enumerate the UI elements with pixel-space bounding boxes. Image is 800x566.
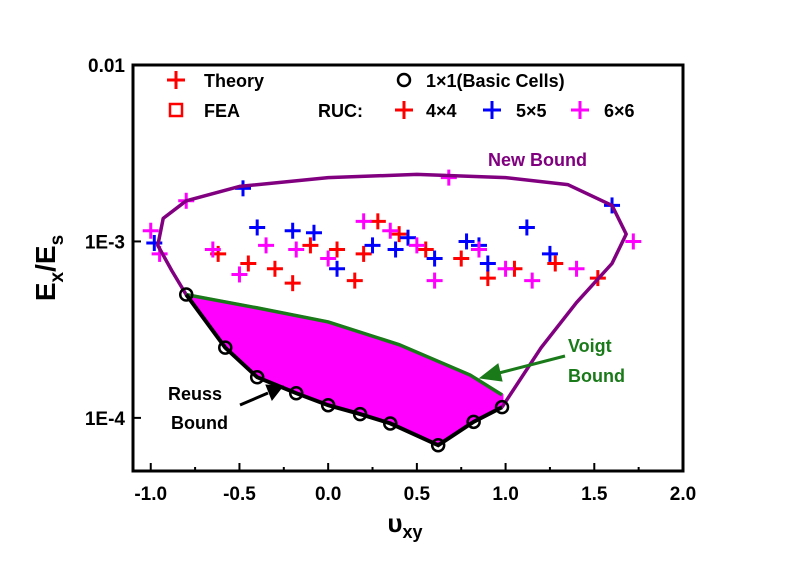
y-axis-label-sep: /E: [30, 245, 61, 271]
ruc-6x6-point-4: [258, 237, 275, 254]
ruc-5x5-point-4: [305, 224, 322, 241]
x-axis-label-sub: xy: [403, 522, 423, 542]
x-tick-label-0: -1.0: [134, 484, 167, 505]
ruc-6x6-point-3: [204, 241, 221, 258]
ruc-6x6-point-7: [355, 213, 372, 230]
new-bound-line: [156, 172, 628, 409]
ruc-5x5-point-3: [284, 222, 301, 239]
x-tick-label-4: 1.0: [492, 484, 518, 505]
legend-basic-marker: [396, 72, 412, 88]
legend-theory-label: Theory: [204, 71, 264, 91]
y-tick-label-1: 1E-3: [85, 232, 125, 253]
ruc-5x5-point-15: [479, 255, 496, 272]
ruc-4x4-point-14: [346, 272, 363, 289]
y-tick-label-0: 0.01: [88, 56, 125, 77]
ruc-6x6-point-6: [320, 250, 337, 267]
legend: Theory FEA 1×1(Basic Cells) RUC: 4×4 5×5…: [167, 71, 635, 121]
legend-ruc6-marker: [571, 101, 589, 119]
voigt-arrow: [478, 354, 566, 382]
y-axis-label-sub-s: s: [47, 235, 68, 246]
ruc-4x4-point-8: [417, 241, 434, 258]
plot-frame: [131, 63, 685, 473]
legend-ruc5-marker: [483, 101, 501, 119]
reuss-bound-line: [184, 293, 503, 448]
x-tick-label-1: -0.5: [223, 484, 256, 505]
ruc-6x6-point-16: [231, 266, 248, 283]
basic-cell-point-1: [218, 340, 233, 355]
basic-cell-point-2: [249, 369, 265, 385]
basic-cell-point-8: [466, 414, 481, 430]
reuss-arrow: [239, 384, 284, 407]
y-axis-label-sub-x: x: [47, 271, 68, 282]
legend-ruc6-label: 6×6: [604, 101, 635, 121]
ruc-4x4-point-2: [266, 260, 283, 277]
x-axis-label-main: υ: [387, 508, 402, 538]
legend-ruc5-label: 5×5: [516, 101, 547, 121]
y-tick-label-2: 1E-4: [85, 409, 126, 430]
basic-cell-point-0: [178, 287, 194, 302]
basic-cell-point-4: [320, 397, 336, 413]
x-tick-label-2: 0.0: [315, 484, 341, 505]
ruc-4x4-point-9: [453, 250, 470, 267]
legend-ruc4-marker: [395, 101, 413, 119]
legend-fea-label: FEA: [204, 101, 240, 121]
ruc-6x6-point-5: [288, 241, 305, 258]
ruc-4x4-point-15: [284, 275, 301, 292]
ruc-5x5-point-10: [458, 233, 475, 250]
x-axis-label: υxy: [387, 508, 422, 542]
basic-cell-point-3: [288, 385, 304, 401]
ruc-4x4-point-3: [302, 237, 319, 254]
basic-cell-point-5: [352, 406, 368, 422]
ruc-4x4-point-4: [329, 241, 346, 258]
x-tick-label-6: 2.0: [670, 484, 696, 505]
annotation-reuss-line2: Bound: [171, 413, 228, 433]
ruc-6x6-point-12: [497, 260, 514, 277]
ruc-5x5-point-7: [387, 241, 404, 258]
y-axis-label-main: E: [30, 282, 61, 301]
ruc-6x6-point-9: [408, 237, 425, 254]
ruc-4x4-point-6: [369, 213, 386, 230]
ruc-4x4-point-5: [355, 245, 372, 262]
ruc-5x5-point-8: [400, 229, 416, 246]
basic-cell-point-7: [430, 437, 446, 453]
annotation-voigt-line2: Bound: [568, 366, 625, 386]
basic-cell-point-6: [383, 416, 398, 431]
ruc-6x6-point-0: [142, 222, 159, 239]
ruc-5x5-point-6: [364, 237, 381, 254]
ruc-6x6-point-13: [524, 272, 541, 289]
x-tick-label-5: 1.5: [581, 484, 608, 505]
ruc-5x5-point-13: [541, 245, 558, 262]
ruc-4x4-point-10: [479, 270, 496, 287]
legend-theory-marker: [167, 71, 185, 89]
ruc-5x5-point-2: [249, 219, 266, 236]
voigt-bound-line: [185, 292, 503, 397]
y-axis-label: Ex/Es: [30, 235, 68, 301]
ruc-6x6-point-15: [625, 233, 642, 250]
ruc-4x4-point-12: [547, 255, 564, 272]
ruc-6x6-point-14: [568, 260, 585, 277]
legend-basic-label: 1×1(Basic Cells): [426, 71, 565, 91]
legend-fea-marker: [168, 102, 184, 118]
annotation-reuss-line1: Reuss: [168, 384, 222, 404]
ruc-4x4-point-1: [240, 255, 257, 272]
ruc-5x5-point-9: [426, 250, 443, 267]
ruc-6x6-point-11: [470, 241, 487, 258]
ruc-4x4-point-7: [391, 226, 408, 243]
ruc-6x6-point-10: [440, 169, 457, 186]
x-tick-label-3: 0.5: [404, 484, 431, 505]
ruc-6x6-point-8: [382, 222, 399, 239]
ruc-5x5-point-5: [329, 260, 346, 277]
legend-ruc4-label: 4×4: [426, 101, 457, 121]
ruc-6x6-point-17: [426, 272, 443, 289]
annotation-voigt-line1: Voigt: [568, 336, 612, 356]
annotation-new-bound: New Bound: [488, 150, 587, 170]
legend-ruc-prefix: RUC:: [318, 101, 363, 121]
ruc-5x5-point-12: [518, 219, 535, 236]
basic-cell-point-9: [494, 399, 510, 415]
